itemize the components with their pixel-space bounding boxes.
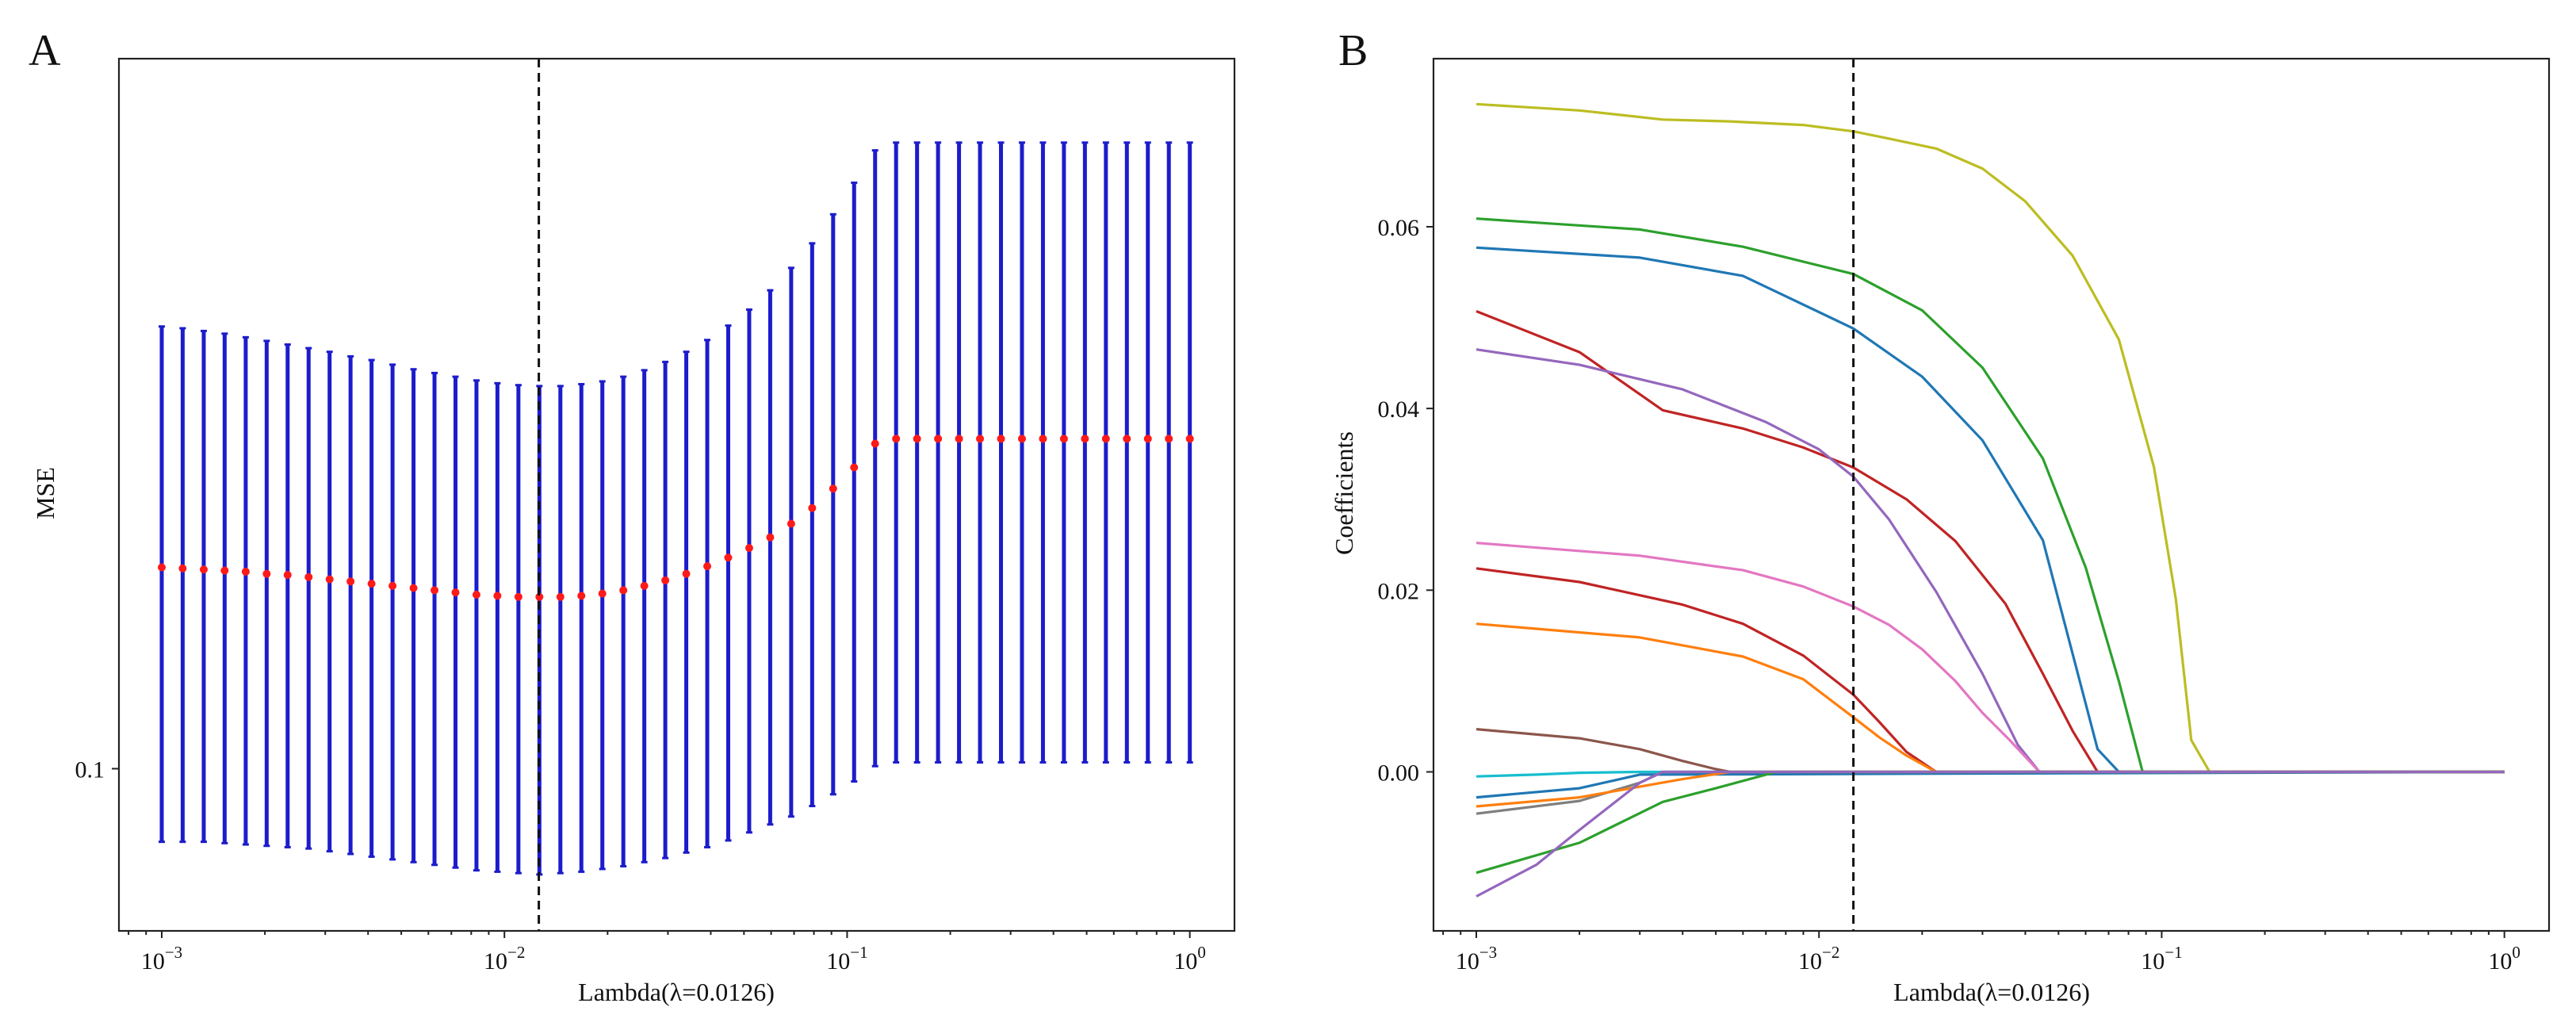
mse-point (808, 504, 817, 512)
mse-point (451, 588, 460, 597)
plot-area-b (1476, 59, 2505, 931)
mse-point (598, 589, 607, 598)
y-tick-label: 0.1 (75, 756, 105, 783)
mse-point (703, 562, 712, 571)
coefficient-path-coef-red-upper (1476, 310, 2505, 774)
panel-b: B 10−3 10−2 10−1 100 0.00 0.02 0.04 0.06 Lambda… (1330, 26, 2551, 1006)
coefficient-path-coef-green-neg (1476, 770, 2505, 875)
axes-frame-a (117, 57, 1236, 932)
mse-point (556, 592, 565, 601)
y-axis-label-a: MSE (31, 467, 59, 519)
panel-letter-a: A (29, 26, 61, 75)
axes-frame-b (1432, 57, 2551, 932)
panel-a: A 10−3 10−2 10−1 100 0.1 Lambda(λ=0.0126) MS… (29, 26, 1236, 1006)
y-tick-label: 0.06 (1378, 215, 1420, 241)
mse-point (913, 435, 921, 443)
x-tick-label: 10−1 (826, 943, 867, 974)
mse-point (158, 563, 167, 572)
coefficient-path-coef-violet-neg (1476, 770, 2505, 898)
x-tick-label: 100 (2488, 943, 2520, 974)
y-tick-label: 0.02 (1378, 578, 1420, 604)
mse-point (1017, 435, 1026, 443)
coefficient-path-coef-pink (1476, 542, 2505, 774)
mse-point (1059, 435, 1068, 443)
coefficient-path-coef-red-lower (1476, 567, 2505, 774)
mse-point (640, 581, 649, 590)
mse-point (1081, 435, 1089, 443)
coefficient-path-coef-brown (1476, 728, 2505, 774)
mse-point (976, 435, 985, 443)
mse-point (1101, 435, 1110, 443)
y-axis-label-b: Coefficients (1330, 431, 1358, 555)
mse-point (493, 592, 502, 600)
mse-point (325, 575, 334, 584)
mse-point (871, 439, 879, 448)
mse-point (744, 544, 753, 553)
coefficient-path-coef-purple (1476, 348, 2505, 774)
mse-point (724, 553, 733, 562)
mse-point (850, 463, 859, 472)
y-tick-label: 0.00 (1378, 760, 1420, 786)
mse-point (829, 484, 837, 493)
x-tick-label: 10−2 (1798, 943, 1839, 974)
mse-point (346, 577, 355, 586)
mse-point (367, 580, 376, 588)
x-tick-label: 10−1 (2141, 943, 2182, 974)
coefficient-path-coef-olive (1476, 102, 2505, 774)
mse-point (304, 572, 313, 581)
mse-point (661, 576, 670, 584)
mse-point (283, 571, 292, 580)
mse-point (514, 592, 522, 601)
ticks-b: 10−3 10−2 10−1 100 0.00 0.02 0.04 0.06 (1378, 215, 2520, 974)
mse-point (1185, 435, 1194, 443)
x-axis-label-b: Lambda(λ=0.0126) (1893, 978, 2090, 1006)
panel-letter-b: B (1338, 26, 1368, 75)
x-axis-label-a: Lambda(λ=0.0126) (578, 978, 775, 1006)
coefficient-path-coef-steelblue (1476, 770, 2505, 799)
mse-point (619, 586, 628, 595)
mse-point (409, 584, 418, 592)
mse-point (766, 533, 775, 542)
x-tick-label: 10−3 (1456, 943, 1497, 974)
mse-point (997, 435, 1005, 443)
mse-point (535, 592, 544, 601)
mse-point (682, 569, 691, 578)
plot-area-a (158, 59, 1194, 931)
coefficient-path-coef-green (1476, 217, 2505, 774)
x-tick-label: 10−2 (484, 943, 525, 974)
coefficient-path-coef-blue (1476, 246, 2505, 774)
mse-point (934, 435, 943, 443)
mse-point (892, 435, 901, 443)
mse-point (955, 435, 963, 443)
coefficient-path-coef-gray (1476, 770, 2505, 815)
coefficient-path-coef-orange (1476, 622, 2505, 774)
ticks-a: 10−3 10−2 10−1 100 0.1 (75, 756, 1206, 974)
mse-point (1123, 435, 1131, 443)
y-tick-label: 0.04 (1378, 396, 1420, 423)
mse-point (787, 519, 795, 528)
mse-point (178, 564, 187, 572)
mse-point (220, 566, 229, 575)
mse-point (1039, 435, 1047, 443)
x-tick-label: 10−3 (141, 943, 182, 974)
mse-point (241, 567, 250, 576)
mse-point (262, 569, 271, 578)
mse-point (199, 565, 208, 574)
mse-point (431, 586, 439, 595)
mse-point (577, 592, 586, 600)
mse-point (389, 581, 397, 590)
mse-point (472, 590, 480, 599)
mse-point (1165, 435, 1173, 443)
x-tick-label: 100 (1173, 943, 1206, 974)
mse-point (1143, 435, 1152, 443)
